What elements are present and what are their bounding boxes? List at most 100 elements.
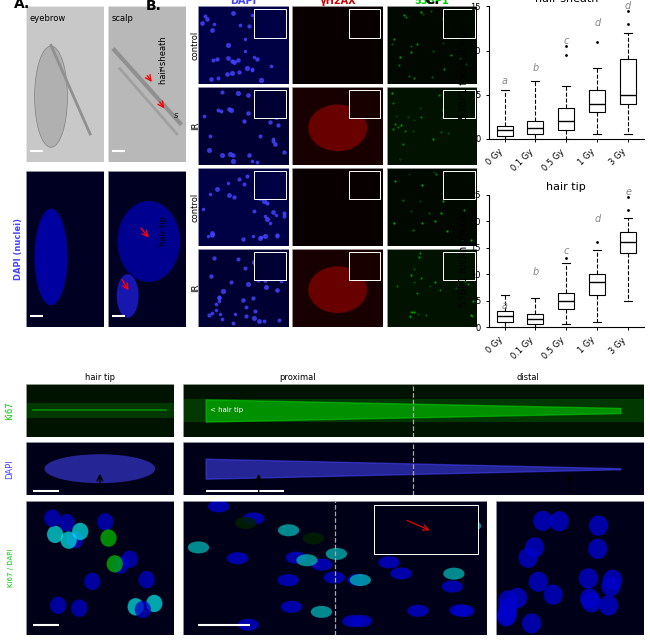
Ellipse shape <box>550 512 569 531</box>
Ellipse shape <box>441 581 463 592</box>
Ellipse shape <box>44 510 60 527</box>
Text: hair tip: hair tip <box>159 216 168 246</box>
Ellipse shape <box>138 571 155 588</box>
Y-axis label: IR: IR <box>191 284 200 292</box>
Bar <box>254 9 286 38</box>
Title: 53BP1: 53BP1 <box>415 0 449 6</box>
Ellipse shape <box>528 572 548 592</box>
Ellipse shape <box>127 598 144 615</box>
Bar <box>183 399 644 422</box>
Ellipse shape <box>308 104 367 151</box>
Ellipse shape <box>60 531 77 549</box>
Text: d: d <box>594 213 601 224</box>
Ellipse shape <box>72 599 88 617</box>
Ellipse shape <box>391 567 412 579</box>
Y-axis label: control: control <box>191 31 200 60</box>
Bar <box>254 171 286 199</box>
Title: γH2AX: γH2AX <box>319 0 356 6</box>
Ellipse shape <box>135 601 151 618</box>
Text: scalp: scalp <box>112 14 134 23</box>
Ellipse shape <box>84 573 101 590</box>
Title: hair tip: hair tip <box>547 183 586 192</box>
Ellipse shape <box>499 590 518 610</box>
Y-axis label: 53BP1 foci/nucleus: 53BP1 foci/nucleus <box>459 26 469 119</box>
Text: a: a <box>502 76 508 86</box>
Bar <box>26 403 174 419</box>
Ellipse shape <box>343 615 363 627</box>
Ellipse shape <box>324 572 345 583</box>
Ellipse shape <box>278 524 299 537</box>
PathPatch shape <box>527 314 543 324</box>
Ellipse shape <box>227 552 248 564</box>
Ellipse shape <box>603 570 622 590</box>
Bar <box>348 171 380 199</box>
Ellipse shape <box>449 604 471 617</box>
Ellipse shape <box>311 558 332 570</box>
Ellipse shape <box>453 605 474 617</box>
Text: b: b <box>532 267 539 277</box>
Ellipse shape <box>308 267 367 313</box>
Bar <box>374 504 478 554</box>
Ellipse shape <box>351 615 372 627</box>
Ellipse shape <box>499 598 517 618</box>
Ellipse shape <box>34 46 68 147</box>
Ellipse shape <box>601 576 621 596</box>
Ellipse shape <box>285 552 307 563</box>
Bar <box>254 90 286 119</box>
Bar <box>443 9 474 38</box>
Ellipse shape <box>296 554 318 566</box>
Ellipse shape <box>460 520 481 532</box>
Title: hair sheath: hair sheath <box>534 0 598 4</box>
Ellipse shape <box>118 201 180 282</box>
Ellipse shape <box>303 533 324 544</box>
Ellipse shape <box>443 568 465 579</box>
Text: DAPI (nuclei): DAPI (nuclei) <box>14 218 23 280</box>
Ellipse shape <box>442 516 463 528</box>
Ellipse shape <box>519 548 538 568</box>
Ellipse shape <box>543 585 563 604</box>
Text: B.: B. <box>146 0 161 13</box>
Text: Ki67 / DAPI: Ki67 / DAPI <box>8 549 14 587</box>
Text: DAPI: DAPI <box>5 459 14 479</box>
Ellipse shape <box>58 514 75 531</box>
Text: c: c <box>564 36 569 46</box>
Y-axis label: 53BP1 foci/nucleus: 53BP1 foci/nucleus <box>459 214 469 307</box>
Text: d: d <box>625 1 631 11</box>
Ellipse shape <box>386 535 408 547</box>
Ellipse shape <box>508 588 527 608</box>
Ellipse shape <box>117 274 138 318</box>
Text: Ki67: Ki67 <box>5 401 14 420</box>
Bar <box>348 9 380 38</box>
Ellipse shape <box>97 513 113 531</box>
Ellipse shape <box>50 597 66 614</box>
Ellipse shape <box>112 556 129 574</box>
Ellipse shape <box>326 548 347 560</box>
Ellipse shape <box>311 606 332 618</box>
PathPatch shape <box>558 292 575 308</box>
Ellipse shape <box>188 542 209 553</box>
Ellipse shape <box>146 595 162 612</box>
Ellipse shape <box>378 556 400 569</box>
Ellipse shape <box>281 601 302 613</box>
Ellipse shape <box>47 526 63 543</box>
Bar <box>443 90 474 119</box>
PathPatch shape <box>589 274 605 296</box>
Ellipse shape <box>34 209 68 305</box>
Ellipse shape <box>44 454 155 483</box>
Ellipse shape <box>100 529 116 547</box>
Y-axis label: IR: IR <box>191 122 200 131</box>
Text: b: b <box>532 63 539 72</box>
Text: c: c <box>564 246 569 256</box>
Ellipse shape <box>122 551 138 568</box>
PathPatch shape <box>620 231 636 253</box>
Text: a: a <box>502 301 508 311</box>
Ellipse shape <box>235 517 256 529</box>
Ellipse shape <box>580 588 599 608</box>
Bar <box>443 251 474 280</box>
Ellipse shape <box>533 511 552 531</box>
Ellipse shape <box>498 604 517 624</box>
Ellipse shape <box>588 539 607 559</box>
Ellipse shape <box>379 510 400 522</box>
Bar <box>348 90 380 119</box>
Ellipse shape <box>208 501 229 512</box>
